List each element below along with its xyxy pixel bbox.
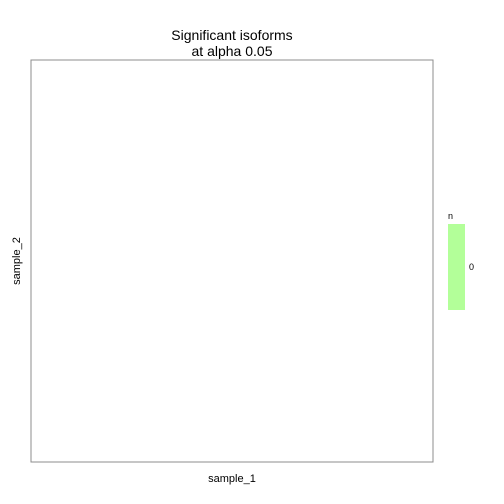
legend-label: 0	[469, 262, 474, 272]
plot-panel	[30, 59, 434, 463]
chart-title: Significant isoforms	[171, 27, 292, 43]
legend-title: n	[448, 211, 453, 221]
chart-subtitle: at alpha 0.05	[192, 43, 273, 59]
legend-color-swatch	[448, 224, 465, 310]
x-axis-label: sample_1	[208, 473, 256, 485]
legend: 0	[448, 224, 474, 310]
y-axis-label: sample_2	[11, 237, 23, 285]
